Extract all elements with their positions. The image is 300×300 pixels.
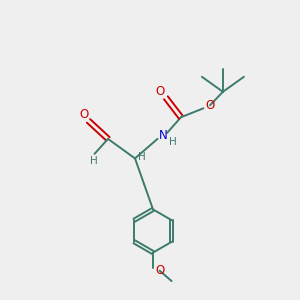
- Text: H: H: [90, 155, 98, 166]
- Text: O: O: [80, 108, 88, 121]
- Text: N: N: [158, 129, 167, 142]
- Text: H: H: [169, 137, 176, 147]
- Text: O: O: [155, 264, 164, 277]
- Text: O: O: [155, 85, 164, 98]
- Text: H: H: [138, 152, 146, 162]
- Text: O: O: [206, 99, 214, 112]
